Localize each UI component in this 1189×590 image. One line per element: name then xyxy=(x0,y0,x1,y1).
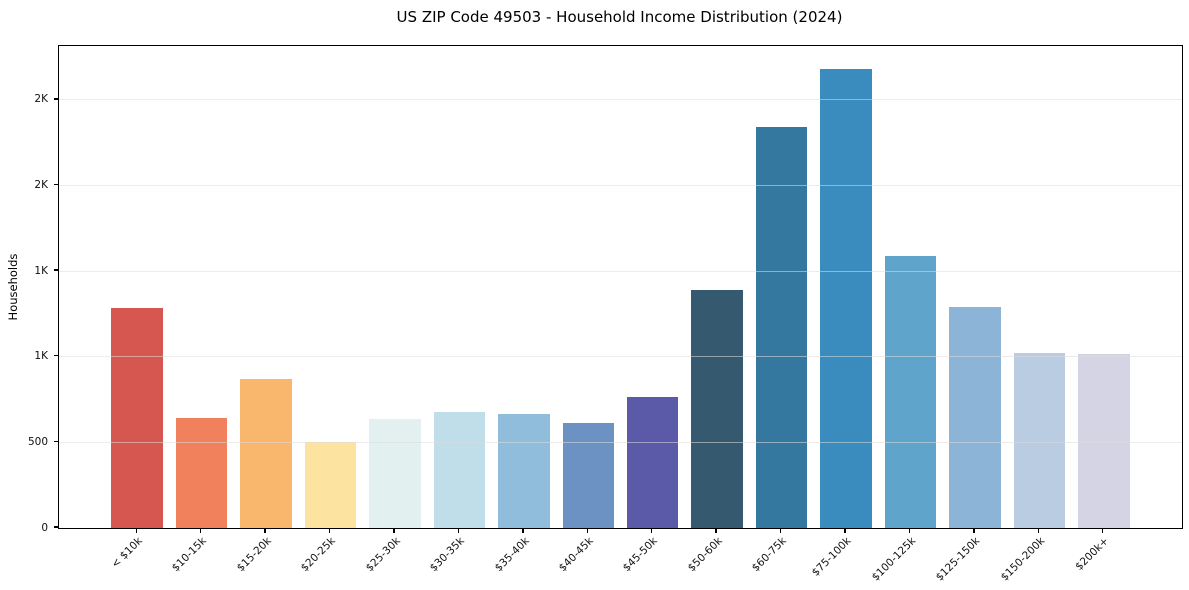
bar xyxy=(498,414,550,528)
x-tick-label: $45-50k xyxy=(621,535,661,575)
x-tick-label: < $10k xyxy=(109,535,145,571)
bar xyxy=(369,419,421,528)
x-tick-label: $150-200k xyxy=(998,535,1047,584)
x-tick-label: $35-40k xyxy=(492,535,532,575)
x-tick-mark xyxy=(1102,528,1104,533)
bar xyxy=(626,397,679,528)
bar xyxy=(1013,353,1066,528)
x-tick-mark xyxy=(715,528,717,533)
y-tick-mark xyxy=(53,183,58,186)
x-tick-label: $20-25k xyxy=(298,535,339,575)
chart-title: US ZIP Code 49503 - Household Income Dis… xyxy=(396,8,843,26)
x-tick-label: $50-60k xyxy=(685,535,725,575)
x-tick-mark xyxy=(199,528,202,533)
bar xyxy=(1078,354,1130,528)
x-tick-mark xyxy=(844,528,846,533)
bar xyxy=(562,422,615,528)
x-tick-label: $60-75k xyxy=(749,535,790,575)
x-tick-mark xyxy=(457,528,460,533)
x-tick-label: $200k+ xyxy=(1073,535,1112,573)
bar xyxy=(884,255,937,528)
y-tick-mark xyxy=(53,98,58,100)
y-tick-label: 2K xyxy=(34,93,48,106)
bar xyxy=(240,379,292,528)
x-tick-mark xyxy=(1037,528,1040,533)
y-axis: 0 500 1K 1K 2K 2K xyxy=(0,45,58,534)
y-tick-mark xyxy=(53,269,58,271)
gridline xyxy=(59,99,1182,101)
bar xyxy=(175,417,228,528)
bar xyxy=(304,442,357,528)
x-tick-mark xyxy=(264,528,266,533)
x-tick-mark xyxy=(135,528,137,533)
x-tick-mark xyxy=(393,528,395,533)
x-tick-label: $125-150k xyxy=(933,535,983,584)
x-tick-label: $40-45k xyxy=(556,535,596,575)
x-tick-mark xyxy=(651,528,653,533)
y-tick-label: 500 xyxy=(27,435,48,448)
x-tick-label: $15-20k xyxy=(234,535,274,575)
plot-area xyxy=(58,45,1183,529)
x-tick-label: $75-100k xyxy=(809,535,854,579)
x-tick-mark xyxy=(779,528,782,533)
x-tick-label: $30-35k xyxy=(427,535,467,575)
bar xyxy=(755,127,808,528)
bar xyxy=(433,412,486,528)
x-tick-label: $100-125k xyxy=(869,535,918,584)
x-tick-mark xyxy=(522,528,524,533)
x-tick-label: $10-15k xyxy=(170,535,210,575)
x-tick-mark xyxy=(973,528,975,533)
x-tick-mark xyxy=(908,528,911,533)
x-tick-mark xyxy=(328,528,331,533)
y-tick-label: 0 xyxy=(41,521,48,534)
gridline xyxy=(59,185,1182,187)
x-axis: < $10k $10-15k $15-20k $20-25k $25-30k $30-35… xyxy=(58,527,1181,589)
x-tick-mark xyxy=(586,528,588,533)
y-tick-mark xyxy=(53,440,58,443)
bar xyxy=(949,307,1001,528)
y-tick-label: 1K xyxy=(34,264,48,277)
gridline xyxy=(59,270,1182,272)
y-tick-label: 2K xyxy=(34,179,48,192)
bar xyxy=(111,307,163,528)
bar xyxy=(691,290,743,528)
y-tick-mark xyxy=(53,526,58,528)
y-tick-mark xyxy=(53,355,58,357)
x-tick-label: $25-30k xyxy=(363,535,403,575)
y-tick-label: 1K xyxy=(34,350,48,363)
bar xyxy=(820,69,872,528)
